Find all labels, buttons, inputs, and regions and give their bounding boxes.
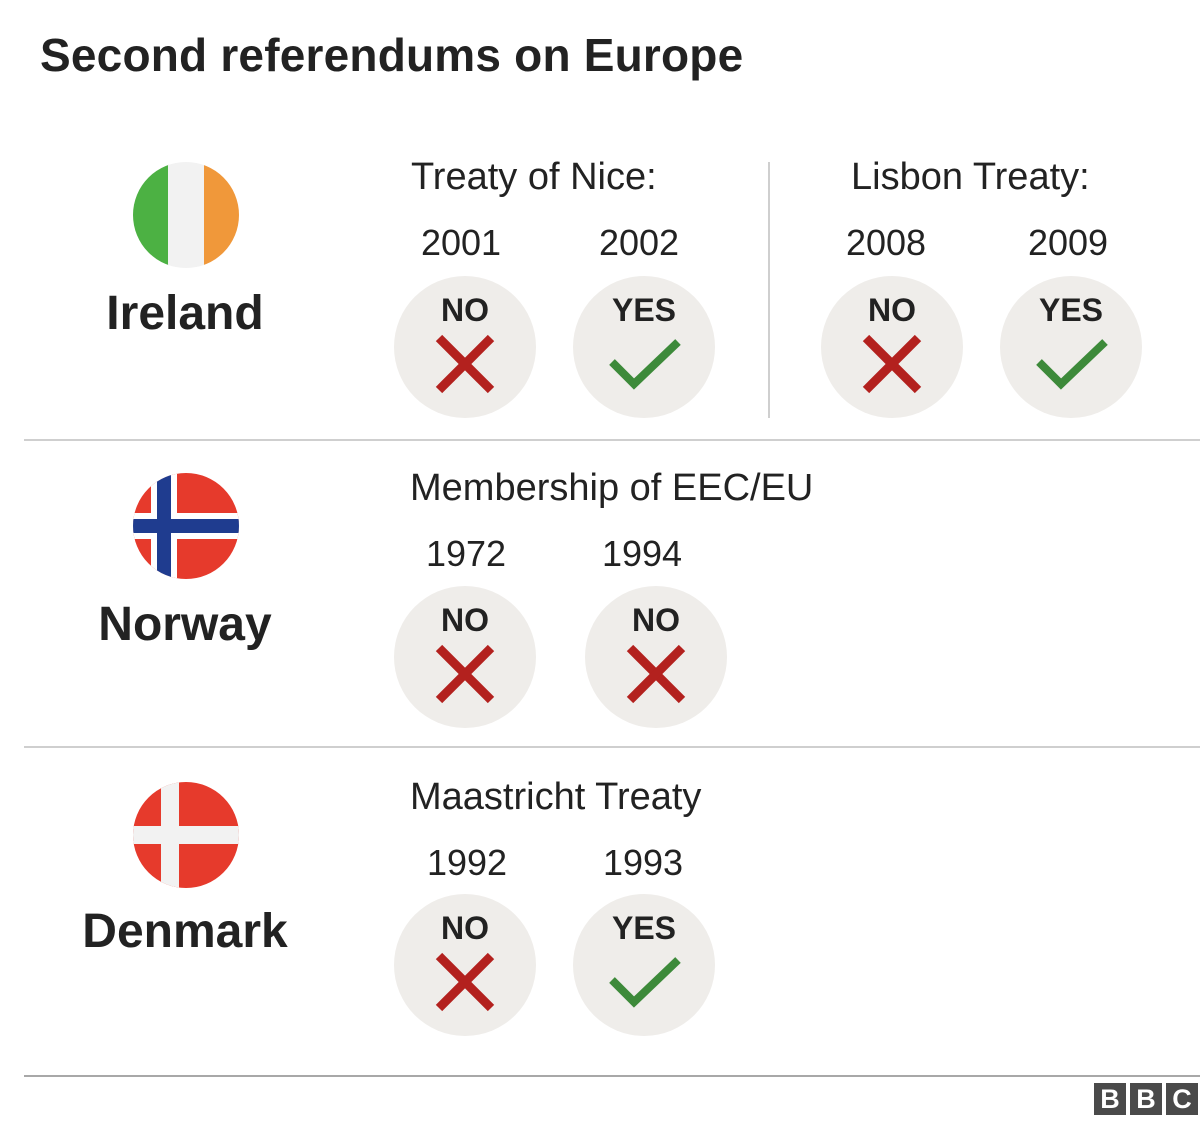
vote-year: 2002 bbox=[598, 222, 680, 263]
vote-year: 1972 bbox=[425, 533, 507, 574]
cross-icon bbox=[862, 334, 922, 394]
cross-icon bbox=[435, 644, 495, 704]
vote-year: 1994 bbox=[601, 533, 683, 574]
logo-letter: B bbox=[1094, 1083, 1126, 1115]
country-name-norway: Norway bbox=[98, 598, 272, 651]
vote-result-no: NO bbox=[394, 894, 536, 1036]
check-icon bbox=[609, 957, 681, 1008]
ireland-flag-icon bbox=[133, 162, 239, 268]
vote-result-label: NO bbox=[441, 910, 489, 946]
vote-result-no: NO bbox=[821, 276, 963, 418]
check-icon bbox=[609, 339, 681, 390]
column-divider bbox=[768, 162, 770, 418]
vote-result-label: NO bbox=[441, 292, 489, 328]
cross-icon bbox=[435, 334, 495, 394]
vote-result-label: NO bbox=[632, 602, 680, 638]
vote-result-label: YES bbox=[1038, 292, 1104, 328]
page-title: Second referendums on Europe bbox=[40, 29, 744, 81]
vote-result-label: NO bbox=[441, 602, 489, 638]
vote-result-no: NO bbox=[394, 586, 536, 728]
logo-letter: B bbox=[1130, 1083, 1162, 1115]
norway-flag-icon bbox=[133, 473, 239, 579]
group-title-maastricht-treaty: Maastricht Treaty bbox=[410, 776, 702, 818]
cross-icon bbox=[435, 952, 495, 1012]
group-title-lisbon-treaty: Lisbon Treaty: bbox=[851, 156, 1090, 198]
vote-result-yes: YES bbox=[573, 276, 715, 418]
denmark-flag-icon bbox=[133, 782, 239, 888]
cross-icon bbox=[626, 644, 686, 704]
vote-result-label: YES bbox=[611, 910, 677, 946]
vote-result-no: NO bbox=[585, 586, 727, 728]
vote-year: 2008 bbox=[845, 222, 927, 263]
group-title-treaty-of-nice: Treaty of Nice: bbox=[411, 156, 657, 198]
vote-result-label: NO bbox=[868, 292, 916, 328]
vote-year: 1992 bbox=[426, 842, 508, 883]
country-name-denmark: Denmark bbox=[82, 905, 288, 958]
bottom-divider bbox=[24, 1075, 1200, 1077]
vote-year: 1993 bbox=[602, 842, 684, 883]
row-divider bbox=[24, 439, 1200, 441]
group-title-membership-eec-eu: Membership of EEC/EU bbox=[410, 467, 814, 509]
vote-result-label: YES bbox=[611, 292, 677, 328]
logo-letter: C bbox=[1166, 1083, 1198, 1115]
bbc-logo: B B C bbox=[1094, 1083, 1198, 1115]
check-icon bbox=[1036, 339, 1108, 390]
vote-year: 2001 bbox=[420, 222, 502, 263]
vote-result-no: NO bbox=[394, 276, 536, 418]
row-divider bbox=[24, 746, 1200, 748]
country-name-ireland: Ireland bbox=[106, 287, 264, 340]
vote-year: 2009 bbox=[1027, 222, 1109, 263]
vote-result-yes: YES bbox=[573, 894, 715, 1036]
vote-result-yes: YES bbox=[1000, 276, 1142, 418]
